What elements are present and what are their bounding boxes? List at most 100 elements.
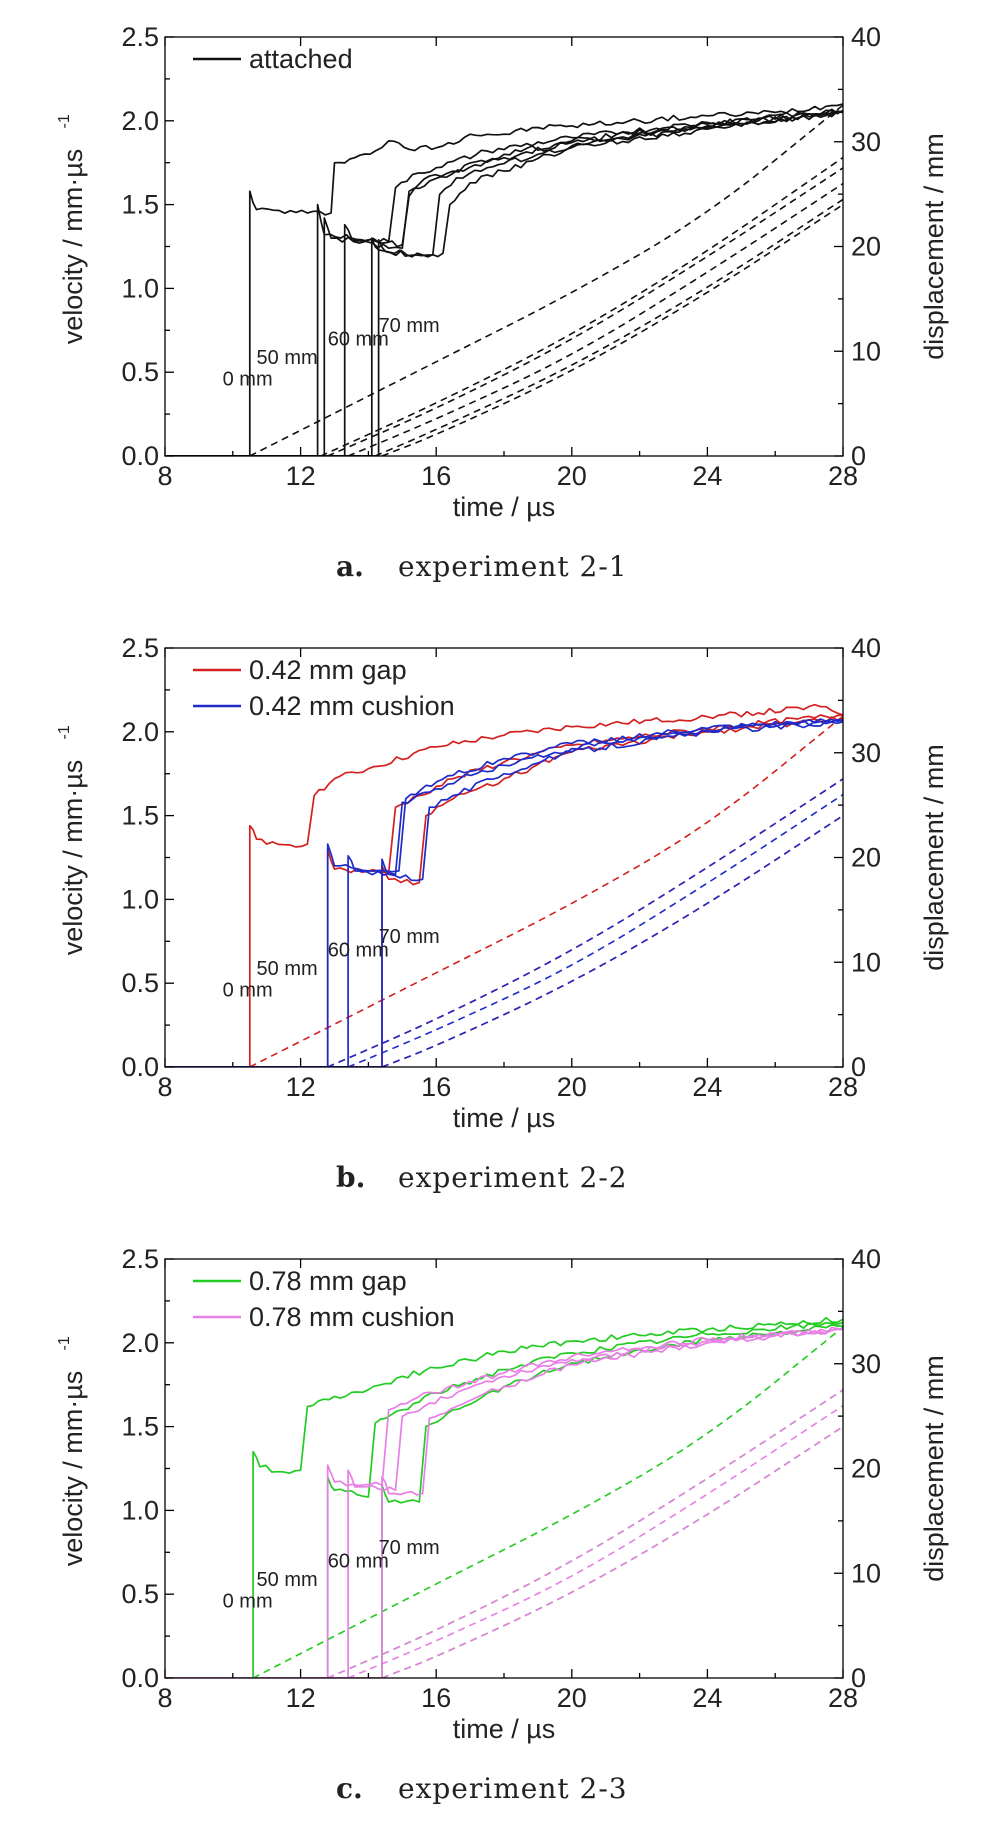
displacement-curve-2 [327,167,843,456]
distance-annotation: 50 mm [257,1569,318,1591]
distance-annotation: 60 mm [328,328,389,350]
y2-axis-title: displacement / mm [919,1355,949,1582]
displacement-curve-4 [347,793,843,1067]
y2-tick-label: 0 [851,1052,866,1082]
chart-panel-2: 8 12 16 20 24 28 0.0 0.5 1.0 1.5 2.0 2.5 0 10 20 30 40 ti… [56,1244,949,1805]
velocity-curve-3 [165,110,843,456]
x-axis-title: time / µs [453,1714,556,1744]
x-tick-label: 20 [557,1072,587,1102]
y-tick-label: 2.5 [121,633,159,663]
displacement-curve-3 [327,1389,843,1678]
x-tick-label: 8 [157,1072,172,1102]
y-axis-title-superscript: -1 [56,725,73,739]
y-tick-label: 1.0 [121,884,159,914]
chart-panel-1: 8 12 16 20 24 28 0.0 0.5 1.0 1.5 2.0 2.5 0 10 20 30 40 ti… [56,633,949,1194]
velocity-curve-0 [165,703,843,1067]
velocity-curve-4 [165,1327,843,1678]
displacement-curve-5 [381,203,843,456]
legend-label: 0.78 mm cushion [249,1302,455,1332]
x-tick-label: 8 [157,1683,172,1713]
y-tick-label: 1.0 [121,1495,159,1525]
y-tick-label: 1.5 [121,801,159,831]
x-axis-title: time / µs [453,1103,556,1133]
legend-label: 0.78 mm gap [249,1266,407,1296]
x-tick-label: 20 [557,1683,587,1713]
y-tick-label: 0.0 [121,441,159,471]
y-tick-label: 2.0 [121,1328,159,1358]
y-tick-label: 2.5 [121,1244,159,1274]
y-tick-label: 2.5 [121,22,159,52]
displacement-curve-1 [327,1389,843,1678]
plot-area [165,103,843,456]
legend-label: 0.42 mm gap [249,655,407,685]
distance-annotation: 70 mm [379,926,440,948]
y-tick-label: 2.0 [121,717,159,747]
caption-letter: b. [336,1161,365,1194]
y2-tick-label: 20 [851,843,881,873]
velocity-curve-0 [165,1316,843,1678]
y2-tick-label: 0 [851,1663,866,1693]
displacement-curve-5 [381,1425,843,1678]
displacement-curve-3 [347,182,843,456]
y2-tick-label: 30 [851,127,881,157]
velocity-curve-0 [165,103,843,456]
y-axis-title: velocity / mm·µs [58,760,88,956]
y2-axis-title: displacement / mm [919,744,949,971]
y2-tick-label: 10 [851,947,881,977]
y2-tick-label: 0 [851,441,866,471]
distance-annotation: 50 mm [257,958,318,980]
y-axis-title-superscript: -1 [56,114,73,128]
caption-letter: a. [336,550,364,583]
distance-annotation: 50 mm [257,347,318,369]
distance-annotation: 60 mm [328,1550,389,1572]
y2-tick-label: 30 [851,1349,881,1379]
velocity-curve-4 [165,718,843,1067]
y-axis-title-superscript: -1 [56,1336,73,1350]
caption-text: experiment 2-2 [398,1161,628,1194]
y2-tick-label: 20 [851,232,881,262]
legend-label: 0.42 mm cushion [249,691,455,721]
caption-text: experiment 2-3 [398,1772,628,1805]
plot-frame [164,36,844,457]
y-tick-label: 2.0 [121,106,159,136]
y2-tick-label: 40 [851,22,881,52]
y-axis-title: velocity / mm·µs [58,1371,88,1567]
y2-tick-label: 20 [851,1454,881,1484]
displacement-curve-1 [320,156,843,456]
y-tick-label: 1.0 [121,273,159,303]
velocity-curve-5 [165,720,843,1067]
x-tick-label: 12 [286,1683,316,1713]
x-tick-label: 28 [828,1683,858,1713]
x-tick-label: 28 [828,1072,858,1102]
y2-axis-title: displacement / mm [919,133,949,360]
x-tick-label: 24 [692,1683,722,1713]
legend-label: attached [249,44,353,74]
plot-area [165,1316,843,1678]
distance-annotation: 0 mm [223,1591,273,1613]
y-tick-label: 0.5 [121,357,159,387]
chart-panel-0: 8 12 16 20 24 28 0.0 0.5 1.0 1.5 2.0 2.5 0 10 20 30 40 ti… [56,22,949,583]
distance-annotation: 0 mm [223,369,273,391]
distance-annotation: 0 mm [223,980,273,1002]
y-tick-label: 0.0 [121,1663,159,1693]
y2-tick-label: 40 [851,1244,881,1274]
y-tick-label: 0.5 [121,1579,159,1609]
velocity-curve-1 [165,109,843,456]
plot-area [165,703,843,1067]
y-tick-label: 0.0 [121,1052,159,1082]
y-tick-label: 1.5 [121,1412,159,1442]
x-tick-label: 24 [692,461,722,491]
y2-tick-label: 30 [851,738,881,768]
y2-tick-label: 10 [851,336,881,366]
y-tick-label: 1.5 [121,190,159,220]
y2-tick-label: 40 [851,633,881,663]
x-tick-label: 20 [557,461,587,491]
y2-tick-label: 10 [851,1558,881,1588]
x-tick-label: 16 [421,1072,451,1102]
displacement-curve-3 [327,778,843,1067]
velocity-curve-3 [165,718,843,1067]
caption-letter: c. [336,1772,363,1805]
displacement-curve-0 [249,104,843,456]
distance-annotation: 70 mm [379,1537,440,1559]
velocity-curve-5 [165,1328,843,1678]
